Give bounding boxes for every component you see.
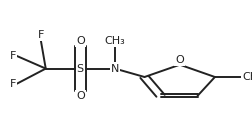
Text: F: F: [10, 51, 16, 61]
Text: F: F: [38, 30, 44, 40]
Text: S: S: [77, 64, 84, 74]
Text: N: N: [111, 64, 119, 74]
Text: O: O: [175, 55, 184, 65]
Text: O: O: [76, 36, 85, 46]
Text: O: O: [76, 91, 85, 101]
Text: CH₃: CH₃: [105, 36, 125, 46]
Text: CH₃: CH₃: [242, 72, 252, 82]
Text: F: F: [10, 79, 16, 89]
